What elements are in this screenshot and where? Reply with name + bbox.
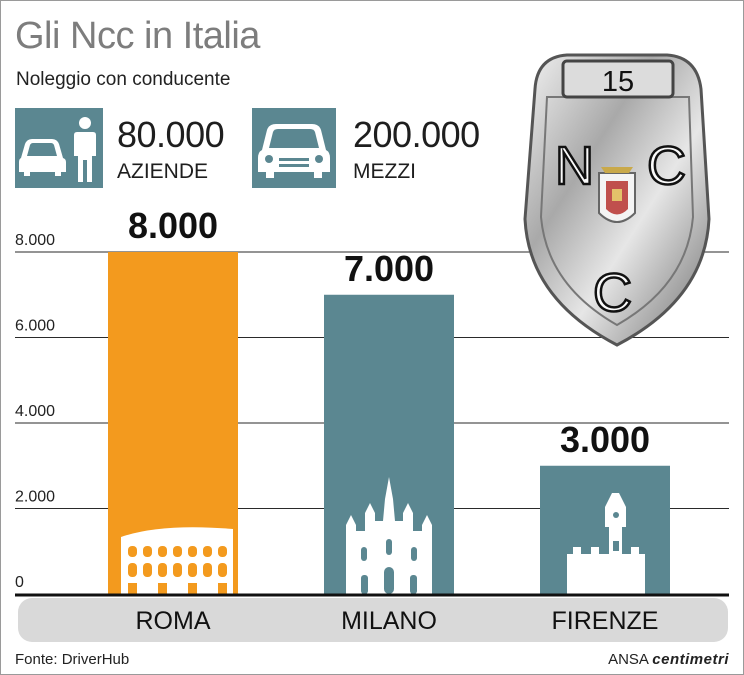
agency-name: ANSA [608, 651, 649, 668]
source-note: Fonte: DriverHub [15, 651, 130, 668]
x-axis-band [18, 598, 728, 642]
ncc-badge-picture: 15 N C C [523, 53, 711, 347]
badge-number: 15 [602, 66, 634, 98]
badge-letter-c: C [647, 136, 686, 196]
badge-letter-n: N [555, 136, 594, 196]
stat-label-aziende: AZIENDE [117, 160, 209, 183]
colosseum-icon [121, 527, 233, 594]
bar-value-label: 7.000 [344, 248, 434, 289]
y-tick-label: 6.000 [15, 318, 55, 335]
agency-logo: ANSA centimetri [608, 651, 729, 668]
duomo-icon [346, 477, 432, 594]
stat-value-mezzi: 200.000 [353, 114, 480, 155]
car-front-icon [252, 108, 336, 188]
y-tick-label: 2.000 [15, 489, 55, 506]
badge-letter-c-bottom: C [593, 263, 632, 323]
y-tick-label: 8.000 [15, 232, 55, 249]
stat-label-mezzi: MEZZI [353, 160, 416, 183]
agency-brand: centimetri [652, 651, 729, 668]
car-person-icon [15, 108, 103, 188]
bar-value-label: 3.000 [560, 419, 650, 460]
stat-value-aziende: 80.000 [117, 114, 225, 155]
x-tick-label-firenze: FIRENZE [552, 607, 659, 635]
y-tick-label: 4.000 [15, 403, 55, 420]
x-tick-label-roma: ROMA [136, 607, 211, 635]
x-tick-label-milano: MILANO [341, 607, 437, 635]
bar-value-label: 8.000 [128, 205, 218, 246]
page-title: Gli Ncc in Italia [15, 15, 260, 57]
y-tick-label: 0 [15, 574, 24, 591]
page-subtitle: Noleggio con conducente [16, 69, 231, 90]
palazzo-vecchio-icon [567, 493, 645, 594]
